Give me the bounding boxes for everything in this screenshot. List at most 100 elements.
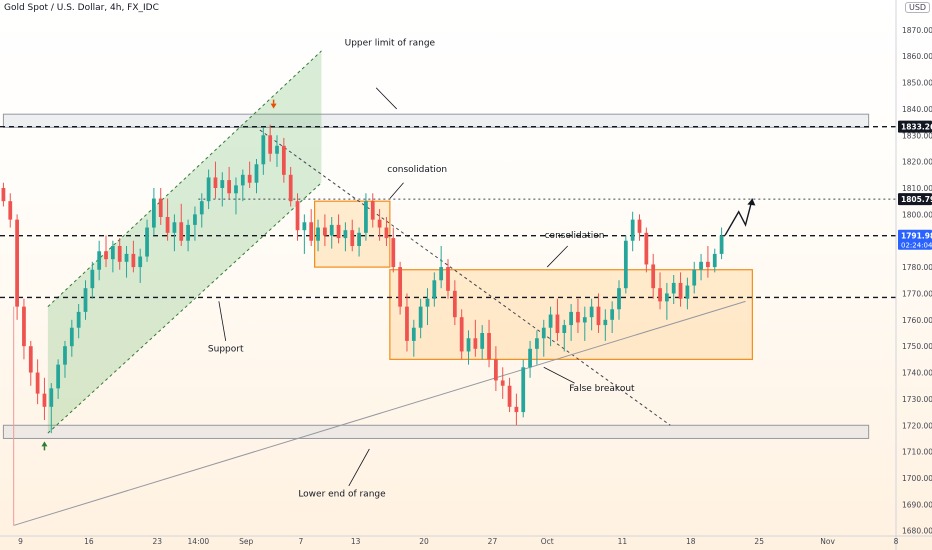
candle-body <box>521 367 526 413</box>
price-tick-label: 1760.00 <box>902 316 932 325</box>
candle-body <box>514 406 519 413</box>
time-tick-label: Nov <box>820 537 835 546</box>
candle-body <box>391 238 396 268</box>
mid-level-tag-bg <box>898 193 932 206</box>
candle-body <box>206 177 211 202</box>
candle-body <box>261 135 266 165</box>
candle-body <box>678 282 683 299</box>
projection-arrowhead <box>747 198 756 206</box>
false-breakout-label: False breakout <box>569 384 635 394</box>
price-tick-label: 1770.00 <box>902 289 932 298</box>
candle-body <box>22 306 26 347</box>
consolidation-pointer-2 <box>546 245 568 268</box>
red-down-arrow <box>270 103 277 109</box>
candle-body <box>288 174 293 202</box>
candle-body <box>76 311 81 328</box>
mid-level-tag: 1805.79 <box>901 195 932 204</box>
candle-body <box>138 256 143 268</box>
support-label: Support <box>208 344 244 354</box>
candle-body <box>42 393 47 407</box>
time-tick-label: Sep <box>239 537 253 546</box>
candle-body <box>8 201 13 220</box>
time-tick-label: 7 <box>299 537 304 546</box>
price-tick-label: 1820.00 <box>902 158 932 167</box>
time-tick-label: 11 <box>618 537 628 546</box>
currency-badge[interactable]: USD <box>905 2 931 13</box>
candle-body <box>186 224 190 241</box>
candle-body <box>466 338 471 352</box>
candle-body <box>117 246 122 262</box>
candle-body <box>97 251 102 270</box>
time-tick-label: 9 <box>18 537 23 546</box>
candle-body <box>562 325 567 333</box>
candle-body <box>357 232 361 246</box>
candle-body <box>220 180 225 188</box>
candle-body <box>507 385 512 407</box>
candle-body <box>712 253 717 268</box>
time-tick-label: 25 <box>754 537 764 546</box>
time-tick-label: 18 <box>686 537 696 546</box>
consolidation-label-1: consolidation <box>387 165 447 175</box>
current-price-tag: 1791.98 <box>901 232 932 241</box>
candle-body <box>329 224 334 236</box>
price-tick-label: 1680.00 <box>902 527 932 536</box>
candle-body <box>1 188 6 202</box>
price-tick-label: 1700.00 <box>902 474 932 483</box>
candle-body <box>350 230 355 246</box>
candle-body <box>240 174 245 186</box>
candle-body <box>446 267 450 291</box>
price-tick-label: 1740.00 <box>902 369 932 378</box>
candle-body <box>193 214 197 225</box>
candle-body <box>589 306 594 318</box>
price-tick-label: 1730.00 <box>902 395 932 404</box>
candle-body <box>15 219 19 307</box>
descending-trendline <box>259 129 671 426</box>
price-tick-label: 1830.00 <box>902 131 932 140</box>
countdown-tag: 02:24:04 <box>901 242 932 250</box>
time-tick-label: 20 <box>419 537 429 546</box>
upper-range-zone <box>2 113 870 128</box>
channel-upper-edge <box>47 50 322 308</box>
candle-body <box>582 317 587 323</box>
candle-body <box>398 267 403 307</box>
candle-body <box>172 222 177 233</box>
consolidation-pointer-1 <box>389 182 404 199</box>
time-tick-label: 27 <box>488 537 498 546</box>
candle-body <box>377 219 382 228</box>
projection-path <box>724 198 754 236</box>
candle-body <box>685 285 690 299</box>
price-tick-label: 1870.00 <box>902 26 932 35</box>
candle-body <box>671 282 676 294</box>
candle-body <box>644 232 649 265</box>
price-tick-label: 1750.00 <box>902 342 932 351</box>
candle-body <box>541 327 546 339</box>
candle-body <box>473 338 478 349</box>
candle-body <box>254 164 259 183</box>
candle-body <box>49 388 54 407</box>
candle-body <box>493 359 498 381</box>
candle-body <box>124 253 129 262</box>
candle-body <box>104 251 108 260</box>
candle-body <box>706 261 710 268</box>
candle-body <box>281 145 286 175</box>
upper-level-tag: 1833.26 <box>901 123 932 132</box>
candle-body <box>452 290 457 318</box>
candle-body <box>227 180 232 194</box>
candle-body <box>364 201 368 233</box>
green-up-arrow <box>41 441 48 447</box>
candle-body <box>63 346 67 365</box>
time-tick-label: 13 <box>351 537 361 546</box>
candle-body <box>411 327 416 341</box>
candle-body <box>405 306 409 341</box>
price-tick-label: 1720.00 <box>902 421 932 430</box>
candle-body <box>651 264 656 289</box>
candle-body <box>439 267 444 281</box>
candle-body <box>302 222 307 231</box>
candle-body <box>596 306 601 326</box>
candle-body <box>603 319 608 326</box>
candle-body <box>323 227 327 236</box>
candle-body <box>487 333 491 360</box>
time-tick-label: 8 <box>894 537 899 546</box>
